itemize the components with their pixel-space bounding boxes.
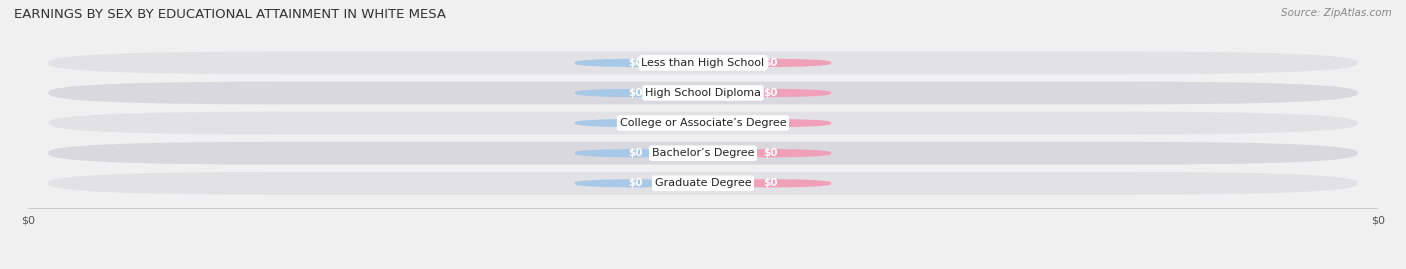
Text: $0: $0 xyxy=(628,88,643,98)
Text: $0: $0 xyxy=(763,118,778,128)
FancyBboxPatch shape xyxy=(48,51,1358,74)
FancyBboxPatch shape xyxy=(710,179,831,187)
Text: Graduate Degree: Graduate Degree xyxy=(655,178,751,188)
Text: Source: ZipAtlas.com: Source: ZipAtlas.com xyxy=(1281,8,1392,18)
FancyBboxPatch shape xyxy=(710,59,831,67)
Text: EARNINGS BY SEX BY EDUCATIONAL ATTAINMENT IN WHITE MESA: EARNINGS BY SEX BY EDUCATIONAL ATTAINMEN… xyxy=(14,8,446,21)
Text: High School Diploma: High School Diploma xyxy=(645,88,761,98)
Text: $0: $0 xyxy=(763,88,778,98)
FancyBboxPatch shape xyxy=(575,149,696,158)
Text: $0: $0 xyxy=(628,118,643,128)
Text: Less than High School: Less than High School xyxy=(641,58,765,68)
Text: $0: $0 xyxy=(628,148,643,158)
FancyBboxPatch shape xyxy=(575,59,696,67)
Text: $0: $0 xyxy=(763,178,778,188)
Text: $0: $0 xyxy=(763,58,778,68)
FancyBboxPatch shape xyxy=(710,89,831,97)
FancyBboxPatch shape xyxy=(48,142,1358,165)
FancyBboxPatch shape xyxy=(575,89,696,97)
FancyBboxPatch shape xyxy=(710,119,831,128)
Text: $0: $0 xyxy=(628,178,643,188)
Text: $0: $0 xyxy=(763,148,778,158)
FancyBboxPatch shape xyxy=(575,179,696,187)
FancyBboxPatch shape xyxy=(710,149,831,158)
Text: $0: $0 xyxy=(628,58,643,68)
Text: Bachelor’s Degree: Bachelor’s Degree xyxy=(652,148,754,158)
Text: College or Associate’s Degree: College or Associate’s Degree xyxy=(620,118,786,128)
FancyBboxPatch shape xyxy=(575,119,696,128)
FancyBboxPatch shape xyxy=(48,172,1358,195)
FancyBboxPatch shape xyxy=(48,112,1358,134)
FancyBboxPatch shape xyxy=(48,82,1358,104)
